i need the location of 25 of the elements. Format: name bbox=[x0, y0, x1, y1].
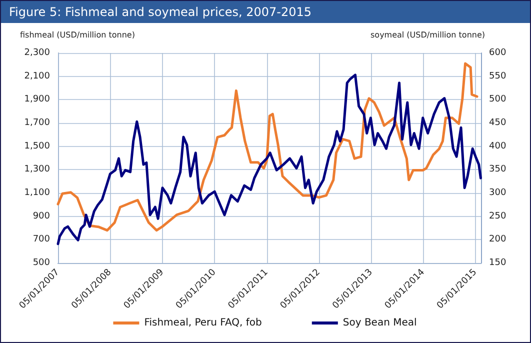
y2-tick-label: 400 bbox=[489, 141, 506, 152]
y2-tick-label: 500 bbox=[489, 94, 506, 105]
y2-tick-label: 250 bbox=[489, 211, 506, 222]
y-tick-label: 1,100 bbox=[24, 188, 50, 198]
y2-tick-label: 550 bbox=[489, 71, 506, 82]
y2-tick-label: 350 bbox=[489, 164, 506, 175]
y2-tick-label: 300 bbox=[489, 188, 506, 198]
y2-tick-label: 600 bbox=[489, 48, 506, 58]
y-tick-label: 900 bbox=[32, 211, 50, 222]
y-tick-label: 1,900 bbox=[24, 94, 50, 105]
y-tick-label: 1,300 bbox=[24, 164, 50, 175]
y-axis-title: fishmeal (USD/million tonne) bbox=[20, 30, 135, 40]
y2-tick-label: 150 bbox=[489, 258, 506, 268]
y2-tick-label: 200 bbox=[489, 234, 506, 245]
y-tick-label: 500 bbox=[32, 258, 50, 268]
y-tick-label: 700 bbox=[32, 234, 50, 245]
y-tick-label: 1,700 bbox=[24, 118, 50, 128]
y-tick-label: 2,100 bbox=[24, 71, 50, 82]
legend-label: Fishmeal, Peru FAQ, fob bbox=[144, 318, 262, 328]
y2-axis-title: soymeal (USD/million tonne) bbox=[370, 30, 485, 40]
y2-tick-label: 450 bbox=[489, 118, 506, 128]
chart-title: Figure 5: Fishmeal and soymeal prices, 2007-2015 bbox=[1, 1, 530, 23]
y-tick-label: 1,500 bbox=[24, 141, 50, 152]
y-tick-label: 2,300 bbox=[24, 48, 50, 58]
legend-label: Soy Bean Meal bbox=[342, 318, 417, 328]
